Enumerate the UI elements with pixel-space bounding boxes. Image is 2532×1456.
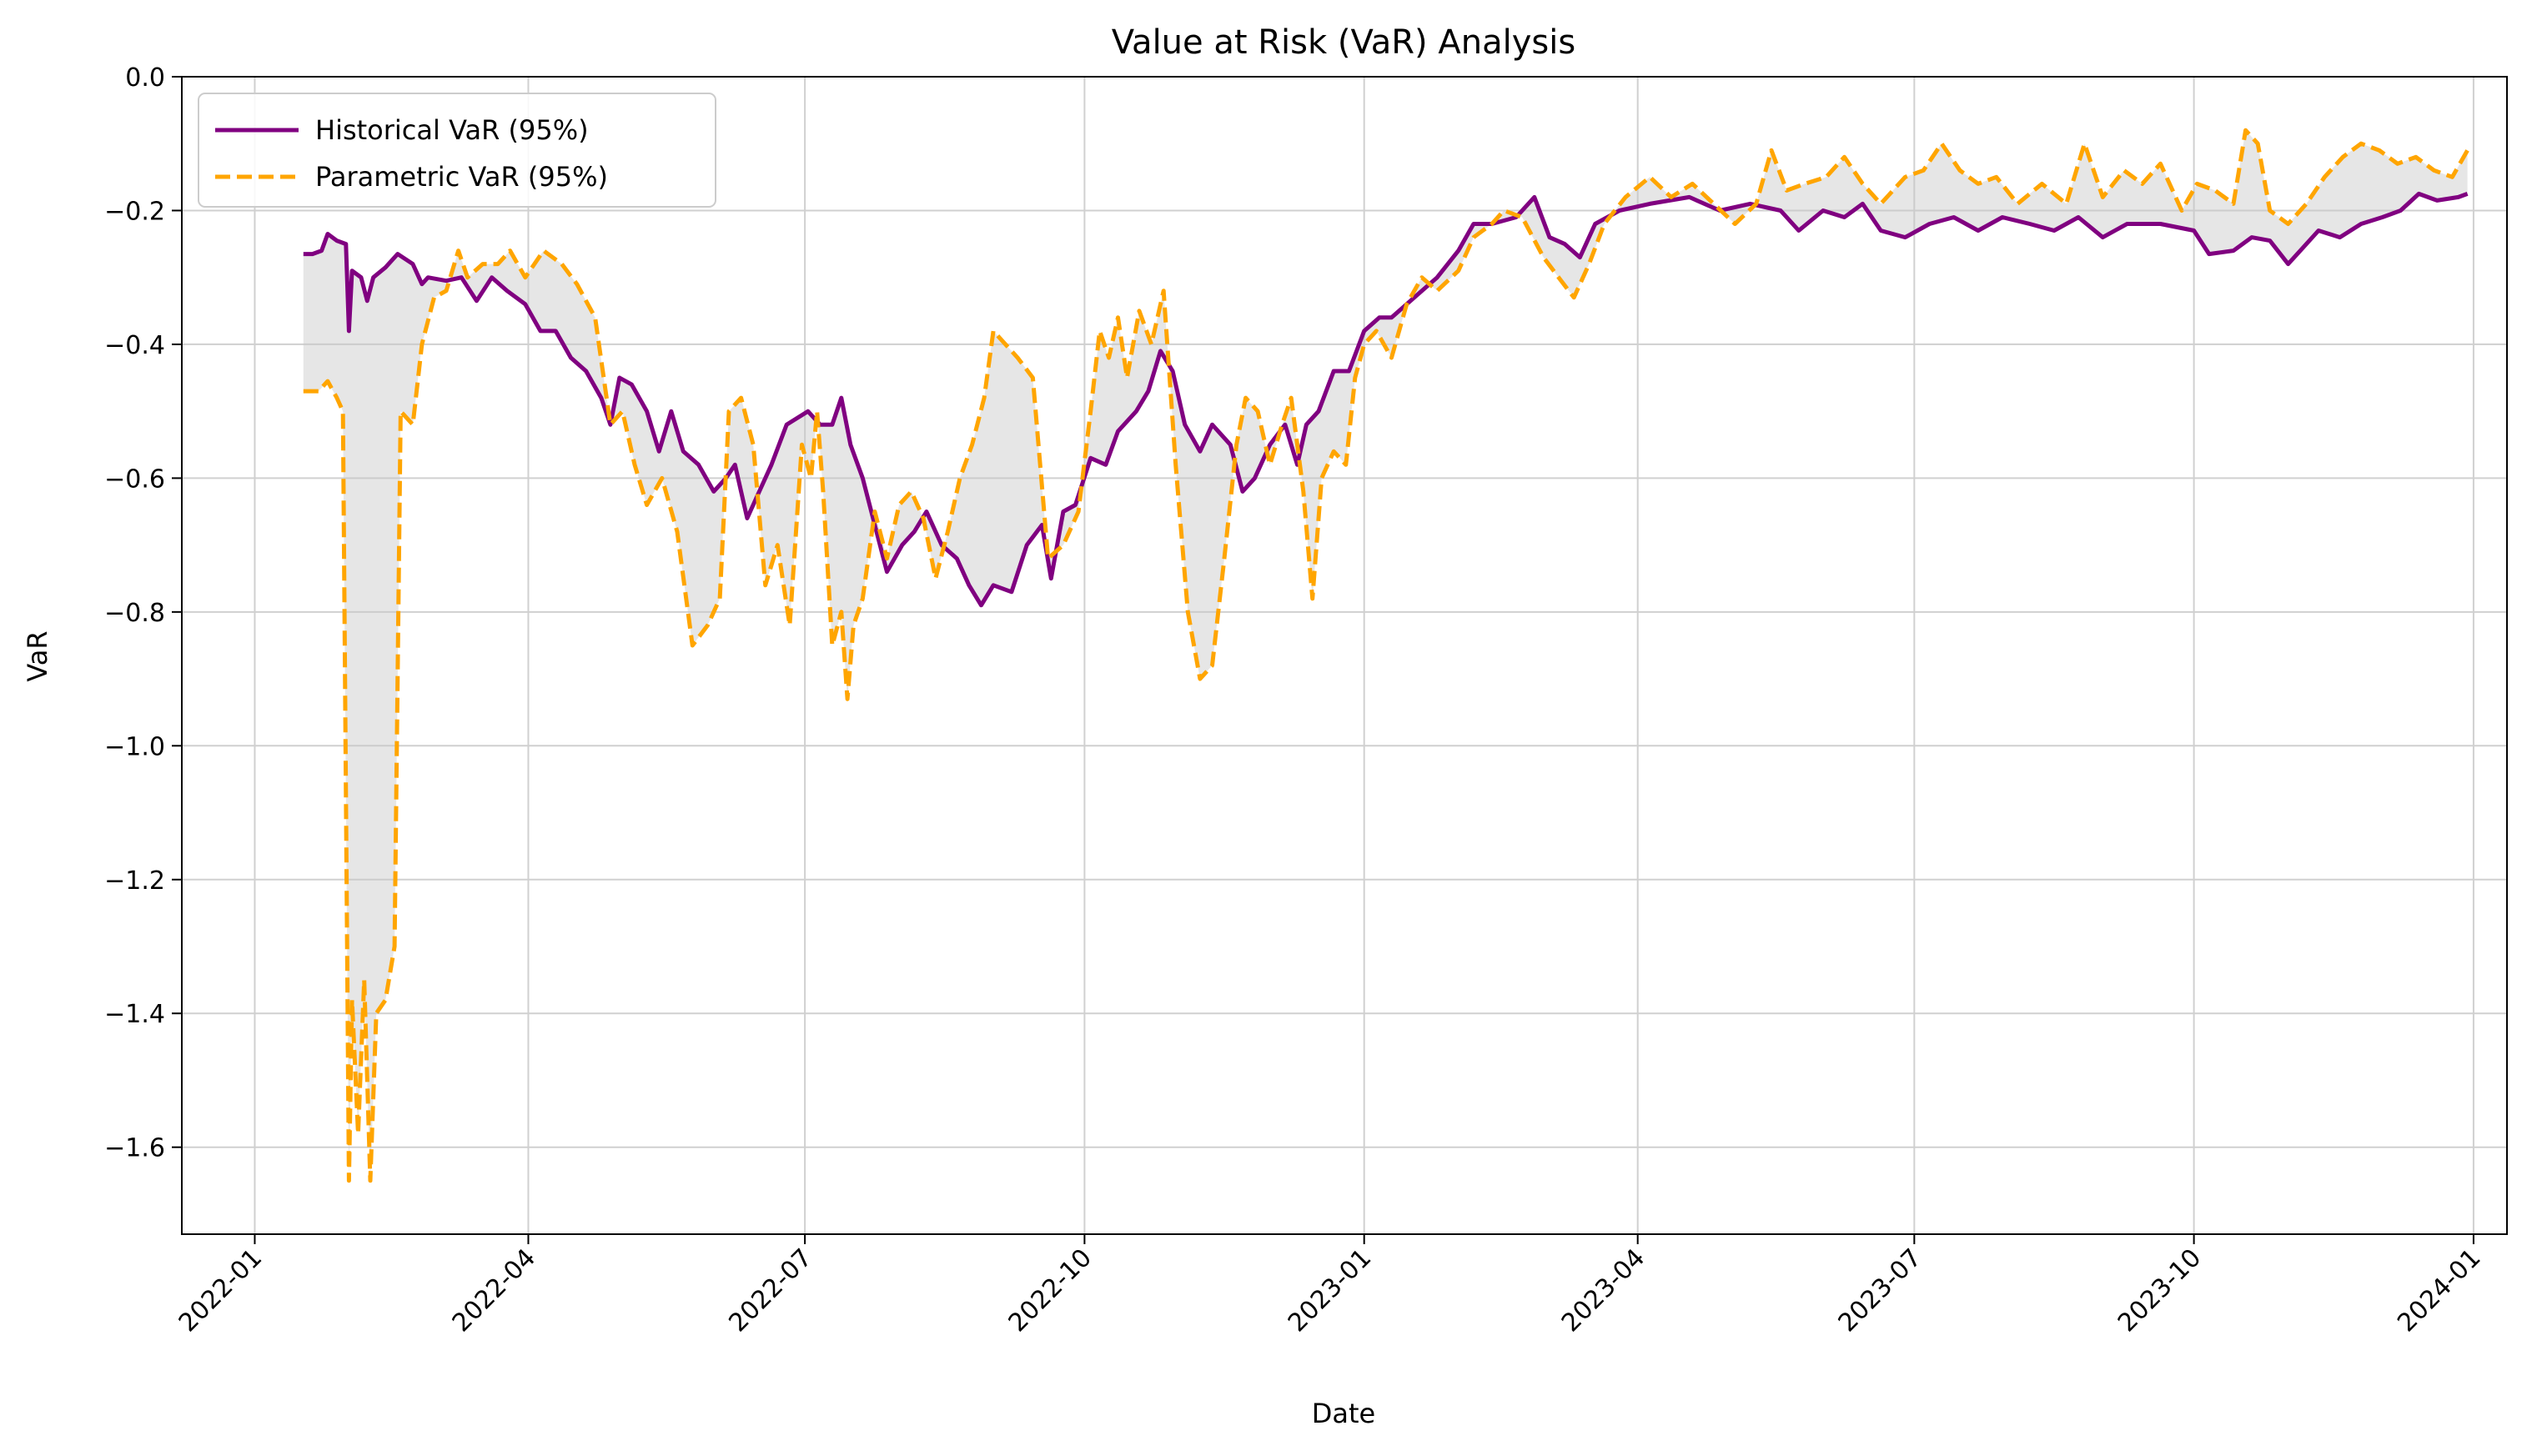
y-axis-label: VaR [22,630,53,681]
historical-var-line [303,191,2469,608]
legend-box [198,93,716,208]
y-tick-label: −1.4 [104,1000,165,1029]
legend-label: Parametric VaR (95%) [315,161,608,193]
y-tick-label: −0.6 [104,464,165,494]
y-tick-label: −1.2 [104,866,165,896]
plot-frame [181,76,2508,1235]
y-tick-label: 0.0 [125,63,165,93]
y-tick-label: −1.0 [104,732,165,761]
legend: Historical VaR (95%) Parametric VaR (95%) [198,93,716,208]
series-lines [303,128,2469,1183]
y-tick-label: −0.4 [104,331,165,360]
x-axis-label: Date [1312,1398,1375,1429]
chart-title: Value at Risk (VaR) Analysis [1112,23,1575,62]
fill-between [303,130,2468,1181]
y-tick-label: −1.6 [104,1134,165,1163]
parametric-var-line [303,128,2469,1183]
legend-label: Historical VaR (95%) [315,114,589,146]
var-gap-fill [303,130,2468,1181]
y-tick-label: −0.8 [104,599,165,628]
y-axis-ticks: 0.0 −0.2 −0.4 −0.6 −0.8 −1.0 −1.2 −1.4 −1.6 [104,63,182,1163]
y-tick-label: −0.2 [104,197,165,226]
